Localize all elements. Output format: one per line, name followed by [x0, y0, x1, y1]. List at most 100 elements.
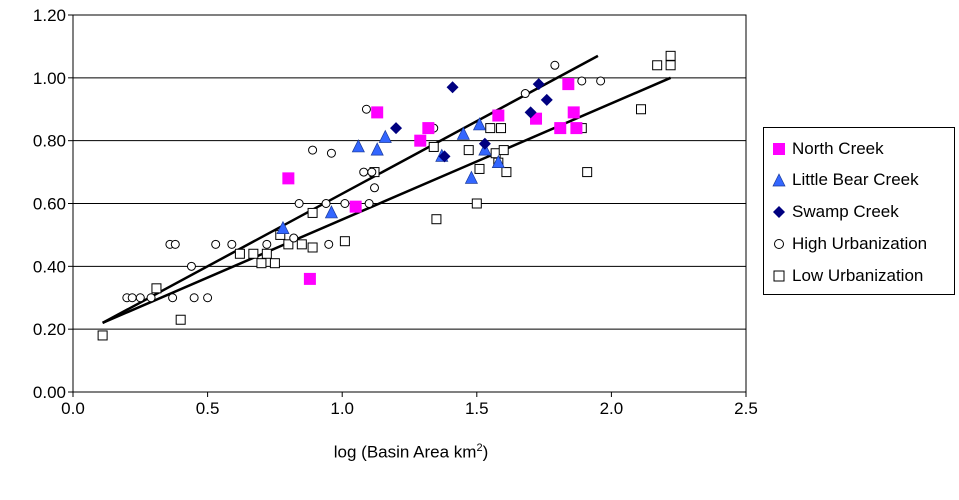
data-points — [97, 50, 676, 341]
legend-item-swamp-creek: Swamp Creek — [772, 200, 899, 224]
point-little-bear-creek — [276, 220, 290, 234]
point-low-urbanization — [431, 214, 442, 225]
x-tick-labels: 0.0 0.5 1.0 1.5 2.0 2.5 — [61, 399, 758, 418]
legend-label: Little Bear Creek — [792, 170, 919, 189]
point-little-bear-creek — [324, 205, 338, 219]
point-low-urbanization — [652, 60, 663, 71]
point-little-bear-creek — [456, 126, 470, 140]
point-low-urbanization — [307, 207, 318, 218]
y-tick-labels: 0.00 0.20 0.40 0.60 0.80 1.00 1.20 — [33, 6, 66, 402]
point-high-urbanization — [324, 239, 334, 249]
point-low-urbanization — [97, 330, 108, 341]
point-high-urbanization — [577, 76, 587, 86]
legend-marker-high-urbanization — [774, 239, 784, 249]
point-low-urbanization — [665, 60, 676, 71]
legend-marker-swamp-creek — [773, 206, 785, 218]
axes — [68, 14, 747, 397]
point-little-bear-creek — [491, 154, 505, 169]
point-low-urbanization — [283, 239, 294, 250]
point-high-urbanization — [135, 293, 145, 303]
point-swamp-creek — [532, 78, 545, 91]
point-low-urbanization — [496, 123, 507, 134]
point-swamp-creek — [524, 106, 537, 119]
point-high-urbanization — [203, 293, 213, 303]
point-low-urbanization — [474, 163, 485, 174]
x-axis-label: log (Basin Area km2) — [333, 442, 489, 462]
point-low-urbanization — [261, 248, 272, 259]
point-little-bear-creek — [464, 170, 478, 184]
point-north-creek — [562, 78, 575, 91]
legend-label: Swamp Creek — [792, 202, 899, 221]
point-swamp-creek — [438, 150, 451, 163]
point-swamp-creek — [478, 137, 491, 150]
point-high-urbanization — [289, 233, 299, 243]
point-low-urbanization — [501, 167, 512, 178]
point-low-urbanization — [151, 283, 162, 294]
point-low-urbanization — [175, 314, 186, 325]
point-high-urbanization — [550, 60, 560, 70]
point-high-urbanization — [146, 293, 156, 303]
point-high-urbanization — [262, 239, 272, 249]
x-tick-label: 0.5 — [196, 399, 220, 418]
point-high-urbanization — [294, 199, 304, 208]
point-low-urbanization — [636, 104, 647, 115]
point-low-urbanization — [463, 145, 474, 156]
point-north-creek — [422, 122, 435, 135]
point-low-urbanization — [582, 167, 593, 178]
point-low-urbanization — [471, 198, 482, 209]
y-tick-label: 1.20 — [33, 6, 66, 25]
point-little-bear-creek — [472, 117, 487, 131]
y-tick-label: 0.20 — [33, 320, 66, 339]
legend-marker-little-bear-creek — [772, 173, 786, 187]
legend-item-high-urbanization: High Urbanization — [772, 232, 927, 256]
x-tick-label: 1.5 — [465, 399, 489, 418]
point-high-urbanization — [211, 239, 221, 249]
x-tick-label: 2.0 — [600, 399, 624, 418]
legend-label: High Urbanization — [792, 234, 928, 253]
point-high-urbanization — [168, 293, 178, 303]
point-low-urbanization — [269, 258, 280, 269]
legend: North Creek Little Bear Creek Swamp Cree… — [763, 127, 955, 295]
point-high-urbanization — [370, 183, 380, 193]
point-high-urbanization — [170, 239, 180, 249]
trend-lines — [102, 54, 672, 325]
point-low-urbanization — [296, 239, 307, 250]
x-tick-label: 1.0 — [330, 399, 354, 418]
y-tick-label: 1.00 — [33, 69, 66, 88]
point-high-urbanization — [361, 104, 371, 114]
point-low-urbanization — [256, 258, 267, 269]
point-north-creek — [371, 106, 384, 119]
point-low-urbanization — [428, 141, 439, 152]
plot-area-border — [72, 14, 747, 393]
point-north-creek — [349, 200, 362, 213]
trend-line — [102, 76, 672, 325]
legend-marker-low-urbanization — [773, 270, 785, 282]
y-tick-label: 0.00 — [33, 383, 66, 402]
gridlines — [73, 14, 746, 330]
point-high-urbanization — [186, 261, 196, 271]
legend-label: Low Urbanization — [792, 266, 924, 285]
point-high-urbanization — [308, 145, 318, 155]
legend-label: North Creek — [792, 139, 884, 158]
y-tick-label: 0.60 — [33, 195, 66, 214]
point-swamp-creek — [446, 81, 459, 94]
point-north-creek — [554, 122, 567, 135]
y-tick-label: 0.40 — [33, 257, 66, 276]
point-little-bear-creek — [378, 129, 392, 143]
point-north-creek — [570, 122, 583, 135]
legend-item-little-bear-creek: Little Bear Creek — [772, 168, 919, 192]
point-low-urbanization — [339, 236, 350, 247]
point-low-urbanization — [485, 123, 496, 134]
x-tick-label: 0.0 — [61, 399, 85, 418]
point-low-urbanization — [248, 248, 259, 259]
point-high-urbanization — [520, 89, 530, 99]
point-high-urbanization — [189, 293, 199, 303]
point-swamp-creek — [390, 122, 403, 135]
point-north-creek — [282, 172, 295, 185]
x-tick-label: 2.5 — [734, 399, 758, 418]
point-high-urbanization — [340, 199, 350, 208]
point-high-urbanization — [359, 167, 369, 177]
point-little-bear-creek — [370, 142, 384, 156]
point-north-creek — [492, 109, 505, 122]
